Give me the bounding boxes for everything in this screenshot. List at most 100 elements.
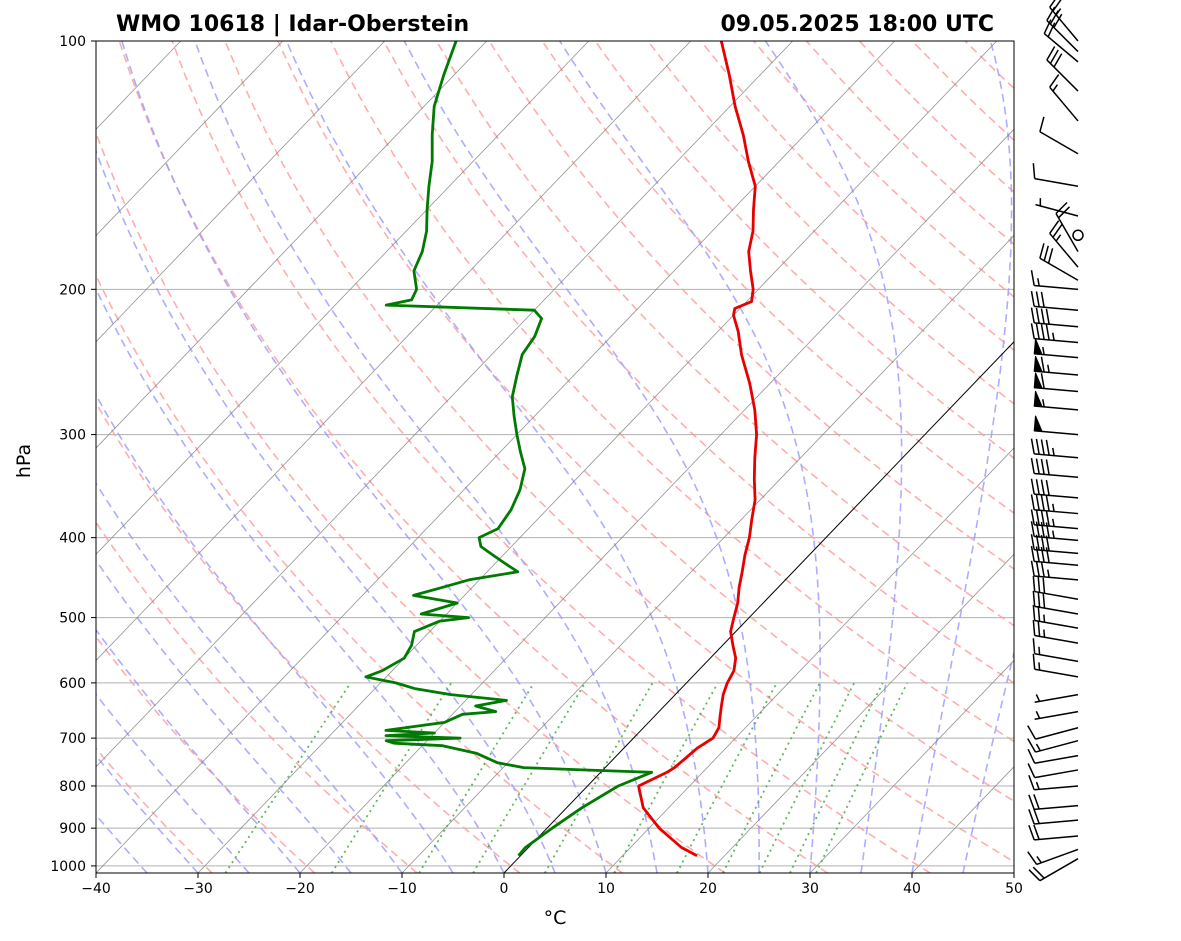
barb-full bbox=[1046, 6, 1056, 21]
barb-full bbox=[1042, 577, 1046, 594]
wind-barb bbox=[1030, 270, 1079, 291]
isotherm bbox=[605, 447, 1014, 873]
barb-full bbox=[1049, 49, 1059, 64]
x-tick-label: 10 bbox=[597, 881, 615, 897]
barb-full bbox=[1032, 605, 1036, 621]
barb-full bbox=[1032, 590, 1036, 607]
moist-adiabat bbox=[96, 754, 199, 873]
barb-full bbox=[1040, 324, 1045, 340]
barb-shaft bbox=[1034, 493, 1079, 499]
barb-full bbox=[1040, 561, 1045, 578]
mixing-ratio-line bbox=[676, 682, 778, 873]
mixing-ratio-line bbox=[815, 682, 909, 873]
x-tick-label: −30 bbox=[183, 881, 213, 897]
moist-adiabat bbox=[194, 41, 658, 873]
barb-full bbox=[1053, 13, 1063, 28]
barb-shaft bbox=[1039, 257, 1079, 281]
mixing-ratio-line bbox=[330, 682, 453, 873]
barb-full bbox=[1035, 291, 1040, 307]
barb-full bbox=[1028, 794, 1035, 810]
isotherm bbox=[96, 41, 590, 555]
moist-adiabat bbox=[96, 149, 556, 873]
barb-full bbox=[1037, 605, 1041, 622]
wind-barb bbox=[1032, 605, 1079, 629]
barb-full bbox=[1049, 0, 1056, 8]
barb-full bbox=[1035, 479, 1040, 495]
barb-full bbox=[1030, 438, 1035, 454]
wind-barb bbox=[1039, 243, 1079, 281]
barb-shaft bbox=[1049, 6, 1079, 42]
barb-shaft bbox=[1034, 819, 1079, 825]
dry-adiabat bbox=[118, 41, 828, 873]
barb-full bbox=[1027, 851, 1038, 865]
barb-full bbox=[1027, 738, 1037, 753]
barb-full bbox=[1043, 19, 1052, 34]
barb-full bbox=[1030, 545, 1035, 562]
barb-full bbox=[1057, 206, 1071, 219]
barb-shaft bbox=[1039, 858, 1079, 882]
barb-full bbox=[1030, 509, 1035, 525]
barb-full bbox=[1032, 866, 1045, 879]
wind-barb bbox=[1032, 653, 1079, 678]
temperature-profile bbox=[637, 41, 758, 857]
barb-full bbox=[1040, 373, 1045, 389]
barb-half bbox=[1043, 629, 1046, 638]
barb-full bbox=[1035, 494, 1040, 511]
y-tick-label: 300 bbox=[59, 428, 86, 444]
isobar-grid bbox=[96, 41, 1014, 867]
wind-barb bbox=[1035, 198, 1079, 217]
barb-shaft bbox=[1034, 634, 1079, 644]
barb-full bbox=[1035, 458, 1040, 475]
y-axis-label: hPa bbox=[13, 444, 35, 478]
barb-full bbox=[1045, 535, 1050, 552]
barb-shaft bbox=[1036, 848, 1079, 866]
barb-full bbox=[1053, 53, 1063, 68]
barb-shaft bbox=[1034, 769, 1079, 779]
mixing-ratio-line bbox=[789, 682, 884, 873]
barb-full bbox=[1049, 10, 1059, 25]
barb-full bbox=[1035, 323, 1040, 340]
wind-barbs bbox=[1027, 0, 1084, 882]
moist-adiabat bbox=[96, 693, 250, 873]
dry-adiabat bbox=[541, 41, 1014, 515]
dry-adiabat bbox=[96, 635, 316, 873]
barb-shaft bbox=[1034, 337, 1079, 344]
dry-adiabat bbox=[329, 41, 1014, 743]
barb-flag bbox=[1033, 390, 1043, 408]
barb-shaft bbox=[1034, 472, 1079, 479]
barb-flag bbox=[1033, 372, 1043, 389]
barb-full bbox=[1047, 22, 1056, 38]
title-datetime: 09.05.2025 18:00 UTC bbox=[720, 12, 994, 37]
barb-full bbox=[1028, 809, 1035, 825]
y-tick-label: 700 bbox=[59, 731, 86, 747]
wind-barb bbox=[1072, 229, 1084, 242]
barb-full bbox=[1040, 291, 1045, 308]
y-tick-label: 500 bbox=[59, 611, 86, 627]
barb-full bbox=[1040, 308, 1045, 324]
mixing-ratio-line bbox=[758, 682, 856, 873]
barb-shaft bbox=[1043, 33, 1079, 63]
barb-shaft bbox=[1034, 305, 1079, 311]
moist-adiabat bbox=[96, 287, 505, 873]
barb-full bbox=[1035, 438, 1040, 455]
barb-shaft bbox=[1046, 19, 1079, 53]
barb-half bbox=[1052, 503, 1055, 512]
barb-full bbox=[1043, 245, 1049, 261]
barb-full bbox=[1035, 534, 1040, 551]
barb-full bbox=[1030, 494, 1035, 510]
isotherm bbox=[401, 234, 1014, 873]
barb-full bbox=[1037, 620, 1041, 637]
barb-half bbox=[1038, 662, 1041, 671]
barb-full bbox=[1045, 459, 1050, 475]
barb-shaft bbox=[1055, 213, 1079, 252]
barb-shaft bbox=[1049, 86, 1079, 122]
zero-isotherm bbox=[503, 341, 1014, 873]
isotherm bbox=[96, 41, 692, 662]
barb-half bbox=[1042, 346, 1045, 355]
wind-barb bbox=[1030, 323, 1079, 344]
barb-shaft bbox=[1034, 605, 1079, 615]
y-tick-label: 600 bbox=[59, 676, 86, 692]
wind-barb bbox=[1028, 858, 1079, 882]
